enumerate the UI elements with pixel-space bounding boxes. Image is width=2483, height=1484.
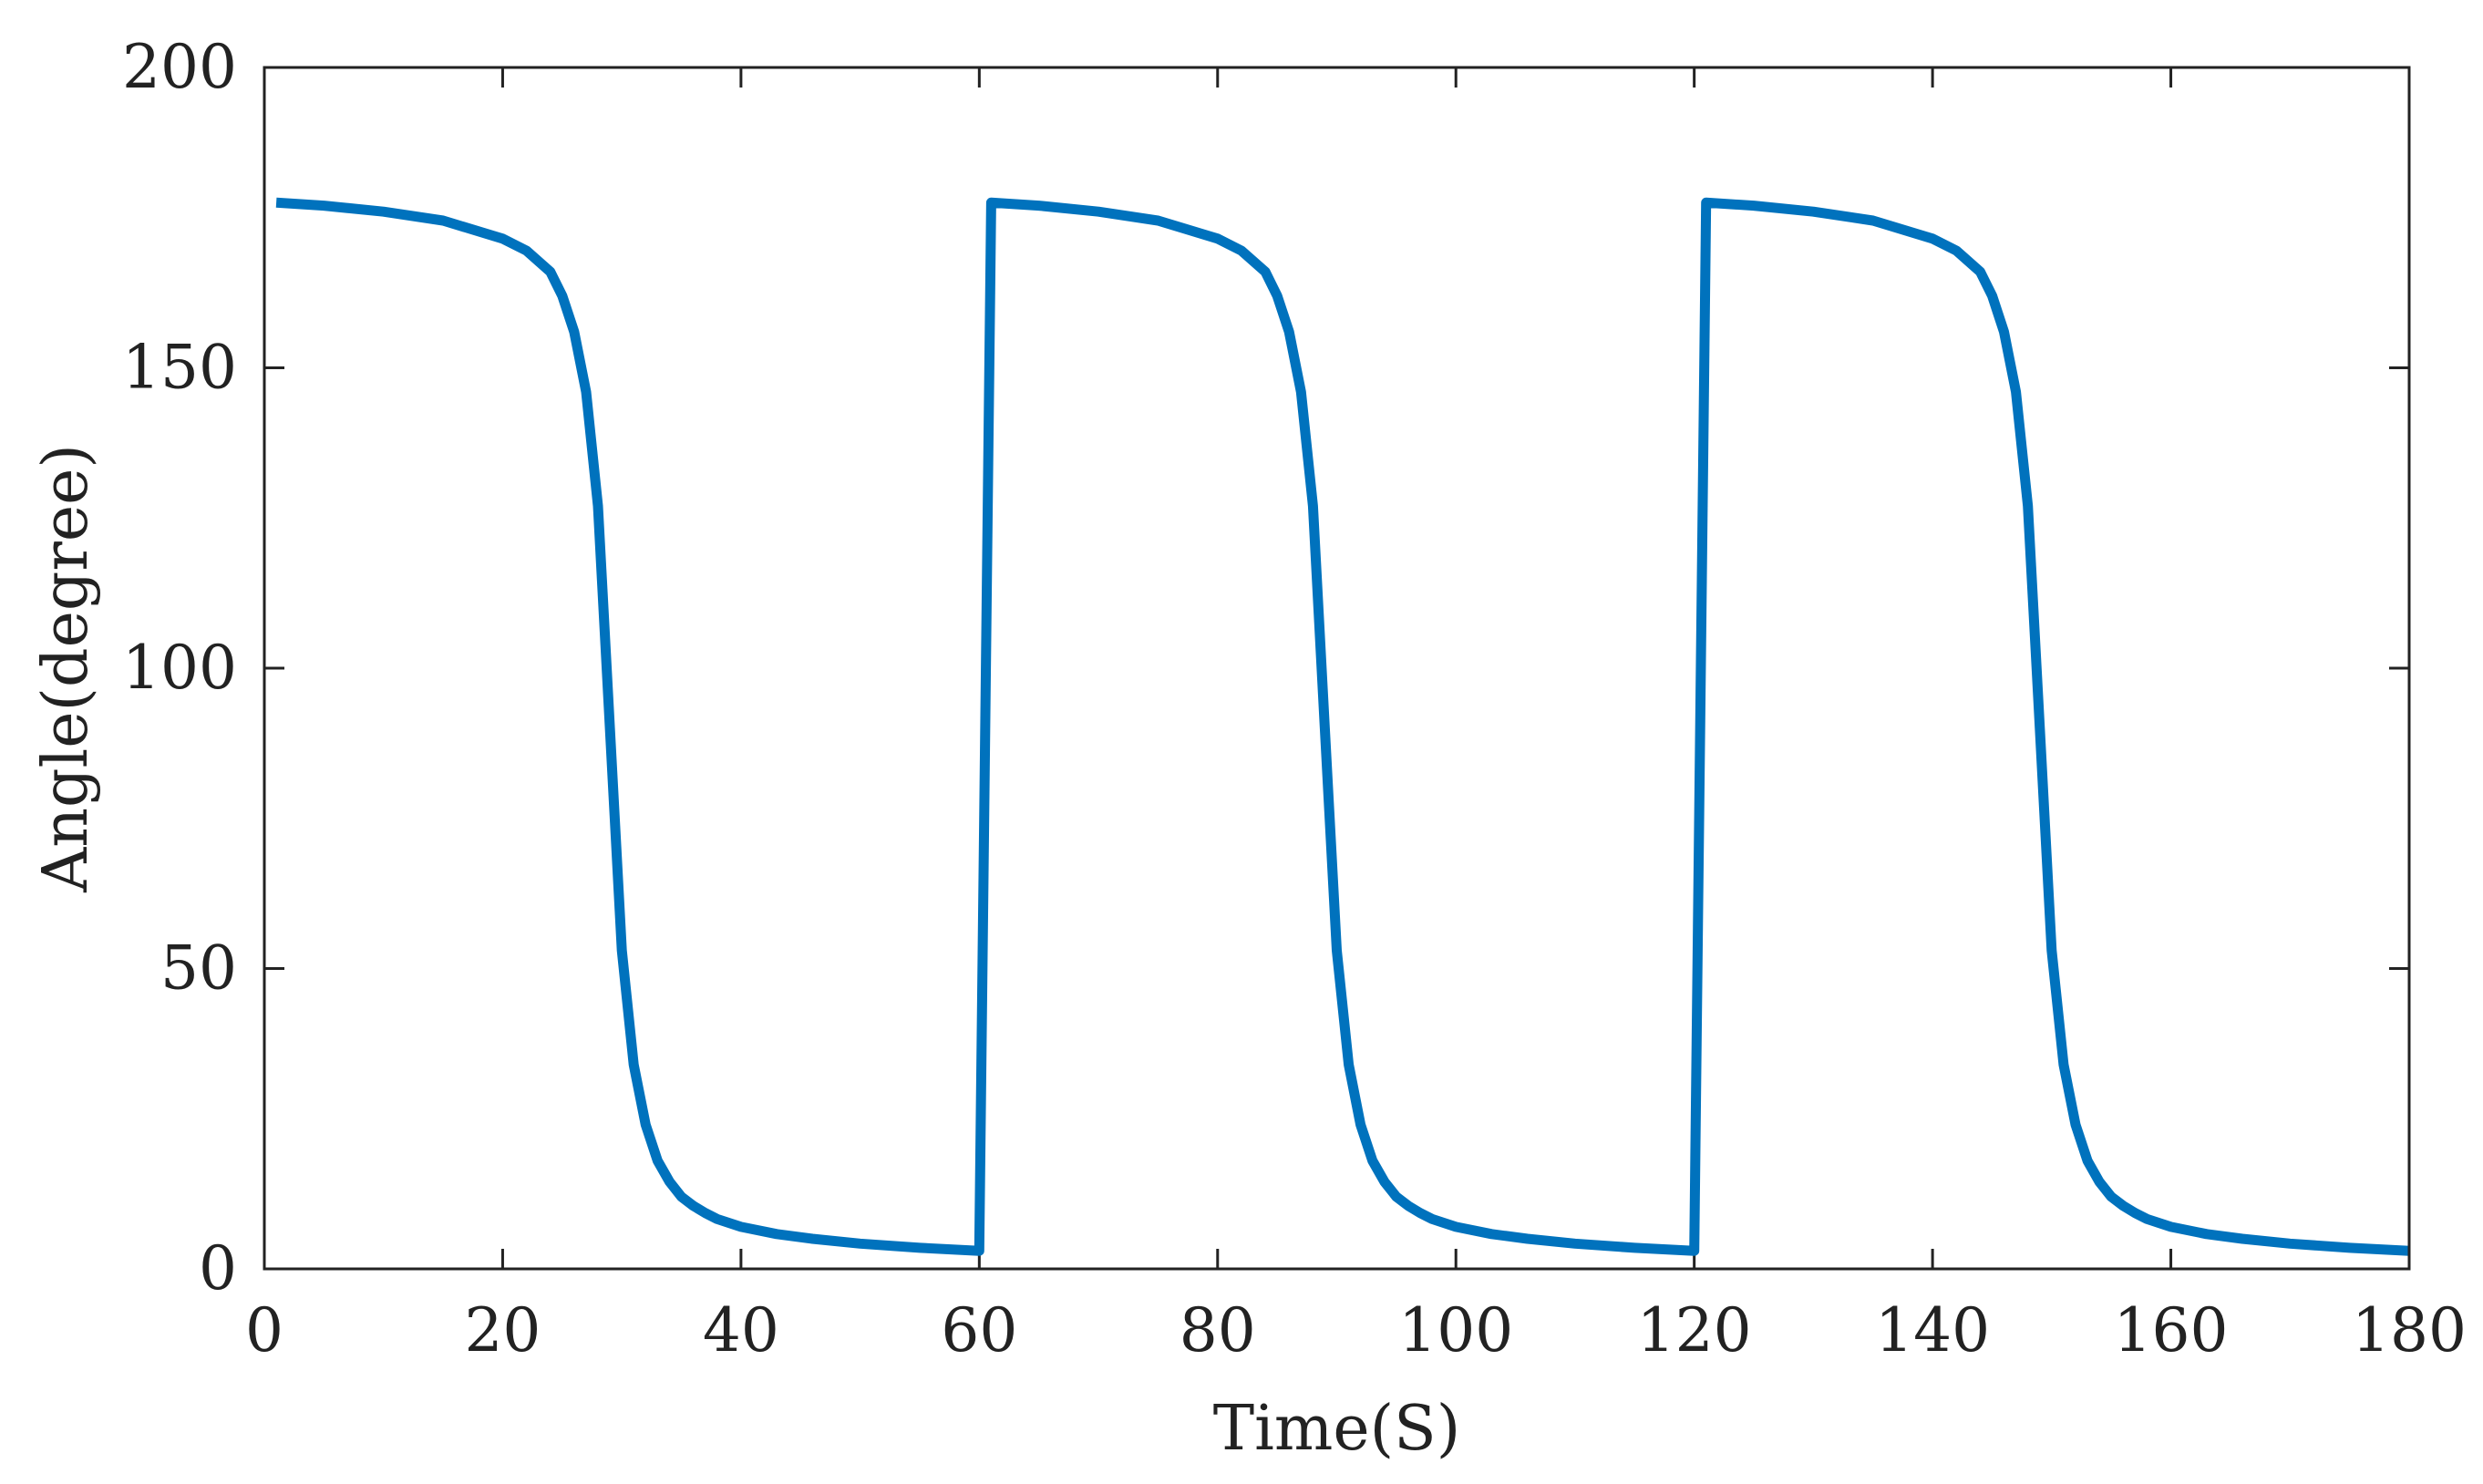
y-tick-label: 50	[160, 933, 237, 1004]
plot-series	[275, 197, 2410, 1256]
series-line-0	[275, 197, 2410, 1256]
x-axis-title: Time(S)	[1213, 1393, 1460, 1465]
y-axis-title: Angle(degree)	[30, 444, 102, 893]
y-tick-label: 0	[199, 1233, 237, 1304]
x-tick-label: 80	[1180, 1295, 1256, 1365]
y-tick-label: 150	[122, 333, 237, 403]
axis-tick-labels: 0 20 40 60 80 100 120 140 160 180 0 50 100 150 200	[122, 32, 2467, 1365]
plot-frame	[263, 66, 2411, 1271]
x-tick-label: 140	[1875, 1295, 1990, 1365]
y-tick-label: 100	[122, 633, 237, 703]
x-tick-label: 40	[703, 1295, 779, 1365]
x-tick-label: 160	[2114, 1295, 2229, 1365]
x-tick-label: 20	[464, 1295, 541, 1365]
x-tick-label: 180	[2352, 1295, 2467, 1365]
x-tick-label: 120	[1637, 1295, 1752, 1365]
x-tick-label: 100	[1398, 1295, 1513, 1365]
x-tick-label: 0	[245, 1295, 283, 1365]
y-tick-label: 200	[122, 32, 237, 102]
x-tick-label: 60	[941, 1295, 1017, 1365]
